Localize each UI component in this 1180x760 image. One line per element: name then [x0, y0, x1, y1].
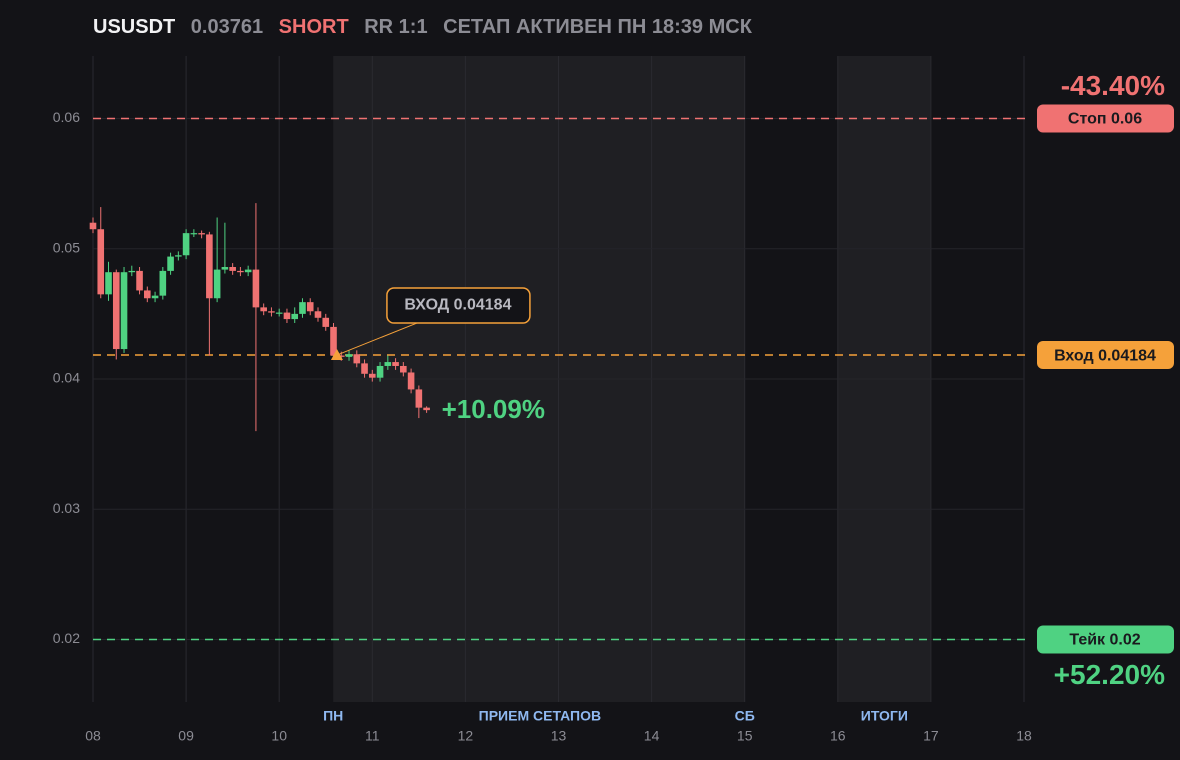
candle-body — [322, 317, 330, 327]
x-tick-label: 09 — [178, 728, 194, 744]
candle-body — [376, 365, 384, 378]
candle-body — [229, 266, 236, 271]
candle-body — [400, 365, 407, 373]
x-tick-label: 08 — [85, 728, 101, 744]
x-tick-label: 13 — [551, 728, 567, 744]
candle-body — [268, 311, 275, 313]
candle-body — [175, 255, 182, 257]
x-tick-label: 11 — [365, 728, 380, 744]
candle-body — [120, 272, 128, 350]
candle-body — [213, 269, 221, 299]
level-badge — [1037, 341, 1174, 370]
y-tick-label: 0.04 — [53, 370, 80, 386]
candle-body — [105, 272, 112, 295]
candle-body — [190, 233, 198, 235]
day-marker: ПРИЕМ СЕТАПОВ — [479, 708, 601, 724]
x-tick-label: 16 — [830, 728, 846, 744]
candle-body — [423, 407, 430, 411]
candle-body — [353, 354, 361, 364]
candle-body — [159, 270, 167, 296]
candle-body — [275, 312, 283, 314]
y-tick-label: 0.03 — [53, 500, 80, 516]
rr: RR 1:1 — [364, 16, 427, 38]
candle-body — [237, 270, 244, 273]
level-badge — [1037, 625, 1174, 654]
level-label: Стоп 0.06 — [1068, 111, 1142, 128]
candle-body — [384, 362, 392, 366]
candle-body — [345, 354, 353, 357]
symbol: USUSDT — [93, 16, 175, 38]
candle-body — [89, 222, 97, 230]
y-tick-label: 0.02 — [53, 630, 80, 646]
candle-body — [97, 229, 105, 295]
y-tick-label: 0.06 — [53, 109, 80, 125]
candle-body — [306, 302, 314, 312]
x-tick-label: 14 — [644, 728, 660, 744]
candle-body — [244, 269, 252, 273]
price: 0.03761 — [191, 16, 263, 38]
candle-body — [260, 307, 267, 312]
day-marker: СБ — [735, 708, 755, 724]
candle-body — [167, 256, 174, 271]
candle-body — [283, 312, 291, 320]
day-marker: ПН — [323, 708, 343, 724]
level-pnl: -43.40% — [1061, 70, 1165, 101]
x-tick-label: 18 — [1016, 728, 1032, 744]
side: SHORT — [279, 16, 349, 38]
candle-body — [221, 266, 229, 270]
candle-body — [112, 272, 120, 350]
candle-body — [136, 270, 143, 291]
candle-body — [330, 326, 337, 356]
candle-body — [198, 233, 205, 235]
candle-body — [299, 302, 306, 314]
entry-marker — [330, 349, 343, 361]
candle-body — [144, 290, 151, 299]
x-tick-label: 12 — [458, 728, 474, 744]
candle-body — [151, 295, 159, 299]
candle-body — [415, 389, 423, 408]
annotation-box — [386, 287, 531, 324]
candle-body — [369, 373, 376, 378]
y-tick-label: 0.05 — [53, 239, 80, 255]
candle-body — [182, 233, 190, 256]
level-label: Вход 0.04184 — [1054, 347, 1156, 364]
candle-body — [407, 372, 415, 390]
x-tick-label: 10 — [271, 728, 287, 744]
candle-body — [252, 269, 260, 308]
candle-body — [314, 311, 322, 318]
candle-body — [128, 270, 136, 273]
x-tick-label: 17 — [923, 728, 939, 744]
annotation-leader — [336, 322, 418, 356]
candle-body — [337, 355, 345, 357]
current-pnl: +10.09% — [442, 394, 545, 424]
day-marker: ИТОГИ — [861, 708, 908, 724]
x-tick-label: 15 — [737, 728, 753, 744]
level-pnl: +52.20% — [1054, 659, 1165, 690]
candle-body — [361, 363, 368, 374]
level-badge — [1037, 104, 1174, 133]
candle-body — [291, 313, 299, 320]
status: СЕТАП АКТИВЕН ПН 18:39 МСК — [443, 16, 753, 38]
annotation-text: ВХОД 0.04184 — [404, 296, 511, 313]
candle-body — [206, 234, 213, 299]
header: USUSDT 0.03761 SHORT RR 1:1 СЕТАП АКТИВЕ… — [93, 16, 753, 38]
candle-body — [392, 362, 399, 366]
level-label: Тейк 0.02 — [1069, 632, 1140, 649]
